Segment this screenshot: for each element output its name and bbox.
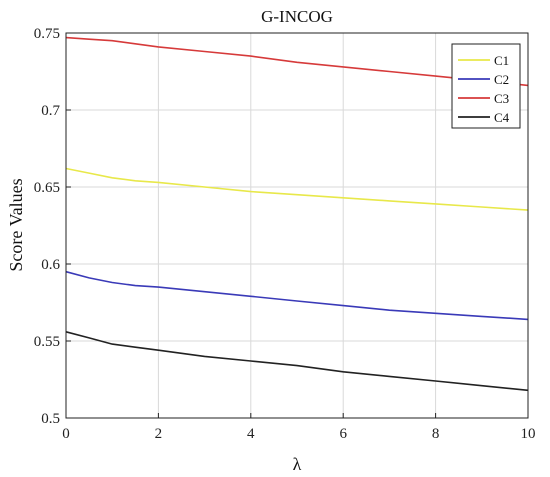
y-tick-label: 0.6	[41, 257, 60, 273]
series-line-c4	[65, 331, 529, 392]
ticks: 0 2 4 6 8 10 0.5 0.55 0.6 0.65 0.7 0.75	[34, 26, 536, 442]
y-tick-label: 0.75	[34, 26, 60, 42]
series-line-c1	[65, 167, 529, 211]
x-tick-label: 10	[521, 426, 536, 442]
y-tick-label: 0.7	[41, 103, 60, 119]
y-tick-label: 0.5	[41, 411, 60, 427]
series-line-c2	[65, 270, 529, 321]
legend-label-c2: C2	[494, 72, 509, 87]
series-group	[65, 36, 529, 392]
legend-label-c1: C1	[494, 53, 509, 68]
legend-box	[451, 43, 521, 129]
x-tick-label: 8	[432, 426, 440, 442]
series-line-c3	[65, 36, 529, 87]
x-tick-label: 2	[155, 426, 163, 442]
legend-label-c3: C3	[494, 91, 509, 106]
x-axis-label: λ	[293, 454, 302, 474]
legend-label-c4: C4	[494, 110, 510, 125]
x-tick-label: 6	[339, 426, 347, 442]
y-tick-label: 0.65	[34, 180, 60, 196]
chart-title: G-INCOG	[261, 7, 333, 26]
plot-frame	[65, 32, 529, 419]
y-axis-label: Score Values	[6, 178, 26, 271]
x-tick-label: 4	[247, 426, 255, 442]
y-tick-label: 0.55	[34, 334, 60, 350]
legend: C1 C2 C3 C4	[451, 43, 521, 129]
x-tick-label: 0	[62, 426, 70, 442]
